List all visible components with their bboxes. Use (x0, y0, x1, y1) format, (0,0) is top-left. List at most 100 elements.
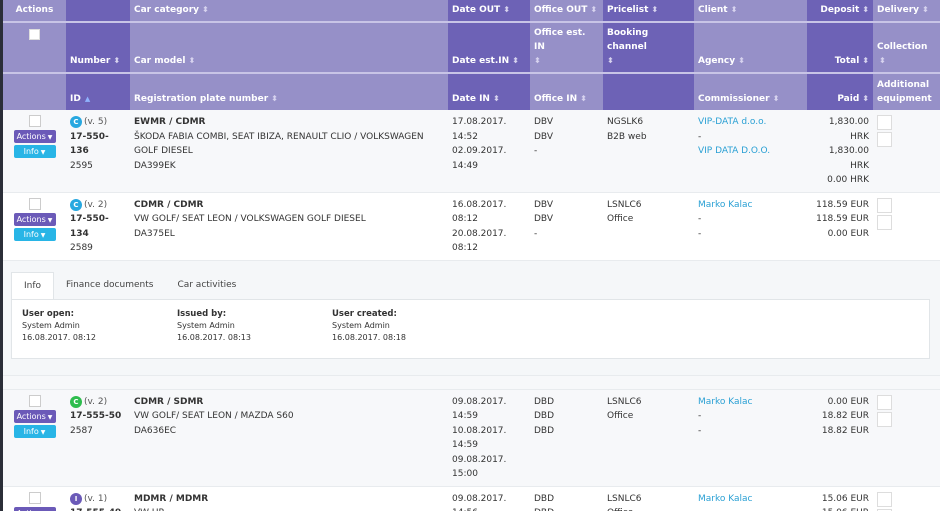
status-badge: C (70, 198, 82, 211)
col-office-in-header[interactable]: Office IN ⬍ (530, 72, 603, 110)
col-total-header[interactable]: Total ⬍ (807, 21, 873, 73)
sort-icon[interactable]: ⬍ (492, 94, 500, 103)
actions-dropdown-button[interactable]: Actions▼ (13, 506, 56, 511)
col-office-est-in-header[interactable]: Office est. IN ⬍ (530, 21, 603, 73)
col-agency-header[interactable]: Agency ⬍ (694, 21, 807, 73)
col-pricelist-header[interactable]: Pricelist ⬍ (603, 0, 694, 22)
table-row[interactable]: Actions ▼ Info ▼ C (v. 2) 17-550-134 2589 C… (3, 192, 940, 261)
col-client-header[interactable]: Client ⬍ (694, 0, 807, 22)
row-checkbox[interactable] (28, 115, 41, 127)
client-cell: Marko Kalac - - (694, 192, 807, 261)
sort-icon[interactable]: ⬍ (772, 94, 780, 103)
agency[interactable]: - (698, 506, 803, 511)
col-car-model-header[interactable]: Car model ⬍ (130, 21, 448, 73)
dates-cell: 17.08.2017. 14:52 02.09.2017. 14:49 (448, 110, 530, 193)
collection-checkbox[interactable] (877, 214, 892, 230)
col-id-header[interactable]: ID ▲ (66, 72, 130, 110)
table-row[interactable]: Actions▼ Info▼ I(v. 1) 17-555-49 2585 MD… (3, 486, 940, 511)
reservation-number[interactable]: 17-550-136 (70, 131, 109, 157)
col-date-in-header[interactable]: Date IN ⬍ (448, 72, 530, 110)
sort-asc-icon[interactable]: ▲ (84, 95, 91, 103)
info-dropdown-button[interactable]: Info ▼ (13, 145, 56, 158)
tab-car-activities[interactable]: Car activities (177, 279, 237, 290)
sort-icon[interactable]: ⬍ (862, 5, 869, 14)
select-all-checkbox[interactable] (29, 29, 40, 40)
sort-icon[interactable]: ⬍ (188, 56, 196, 65)
actions-dropdown-button[interactable]: Actions▼ (13, 212, 56, 226)
tab-info[interactable]: Info (11, 271, 55, 299)
sort-icon[interactable]: ⬍ (271, 94, 278, 103)
col-date-est-in-header[interactable]: Date est.IN ⬍ (448, 21, 530, 73)
sort-icon[interactable]: ⬍ (607, 56, 614, 65)
sort-icon[interactable]: ⬍ (202, 5, 209, 14)
agency[interactable]: - (698, 411, 702, 421)
office-in: DBD (534, 425, 555, 436)
sort-icon[interactable]: ⬍ (503, 5, 510, 14)
row-checkbox[interactable] (28, 491, 41, 504)
col-number-header[interactable]: Number ⬍ (66, 21, 130, 73)
col-delivery-header[interactable]: Delivery ⬍ (873, 0, 940, 22)
commissioner[interactable]: - (698, 425, 702, 436)
car-model: VW GOLF/ SEAT LEON / VOLKSWAGEN GOLF DIE… (134, 214, 366, 224)
sort-icon[interactable]: ⬍ (862, 94, 869, 103)
delivery-checkbox[interactable] (877, 491, 892, 507)
tab-finance-documents[interactable]: Finance documents (66, 279, 154, 290)
col-paid-header[interactable]: Paid ⬍ (807, 72, 873, 110)
reservation-number[interactable]: 17-555-50 (70, 411, 122, 421)
reservation-number[interactable]: 17-550-134 (70, 214, 109, 239)
client-cell: VIP-DATA d.o.o. - VIP DATA D.O.O. (694, 110, 807, 193)
car-cell: CDMR / SDMR VW GOLF/ SEAT LEON / MAZDA S… (130, 389, 448, 487)
col-date-out-header[interactable]: Date OUT ⬍ (448, 0, 530, 22)
reservation-number[interactable]: 17-555-49 (70, 506, 126, 511)
row-checkbox[interactable] (28, 394, 41, 407)
sort-icon[interactable]: ⬍ (534, 56, 541, 65)
sort-icon[interactable]: ⬍ (512, 56, 519, 65)
sort-icon[interactable]: ⬍ (651, 5, 659, 14)
row-checkbox[interactable] (28, 197, 41, 210)
delivery-checkbox[interactable] (877, 394, 892, 410)
sort-icon[interactable]: ⬍ (738, 56, 745, 65)
detail-tabs: Info Finance documents Car activities (11, 271, 932, 299)
client-link[interactable]: Marko Kalac (698, 493, 753, 504)
client-link[interactable]: Marko Kalac (698, 396, 753, 407)
info-dropdown-button[interactable]: Info ▼ (13, 424, 56, 438)
delivery-checkbox[interactable] (877, 115, 892, 130)
office-out: DBV (534, 117, 553, 127)
collection-checkbox[interactable] (877, 508, 892, 511)
sort-icon[interactable]: ⬍ (113, 56, 121, 65)
collection-checkbox[interactable] (877, 132, 892, 147)
commissioner[interactable]: - (698, 228, 702, 239)
col-booking-channel-header[interactable]: Booking channel ⬍ (603, 21, 694, 73)
table-row[interactable]: Actions ▼ Info ▼ C (v. 2) 17-555-50 2587 CD… (3, 389, 940, 487)
sort-icon[interactable]: ⬍ (590, 5, 598, 14)
sort-icon[interactable]: ⬍ (922, 5, 929, 14)
sort-icon[interactable]: ⬍ (730, 5, 738, 14)
booking-channel: Office (607, 506, 690, 511)
office-cell: DBV DBV - (530, 192, 603, 261)
col-commissioner-header[interactable]: Commissioner ⬍ (694, 72, 807, 110)
agency[interactable]: - (698, 131, 702, 142)
issued-by-info: Issued by: System Admin 16.08.2017. 08:1… (177, 308, 251, 342)
delivery-checkbox[interactable] (877, 197, 892, 213)
col-collection-header[interactable]: Collection ⬍ (873, 21, 940, 73)
sort-icon[interactable]: ⬍ (879, 56, 886, 65)
client-link[interactable]: Marko Kalac (698, 199, 753, 210)
collection-checkbox[interactable] (877, 411, 892, 427)
sort-icon[interactable]: ⬍ (580, 94, 587, 103)
commissioner[interactable]: VIP DATA D.O.O. (698, 146, 771, 156)
total: 1,830.00 HRK (828, 146, 869, 171)
col-registration-plate-header[interactable]: Registration plate number ⬍ (130, 72, 448, 110)
number-cell: C (v. 2) 17-550-134 2589 (66, 192, 130, 261)
sort-icon[interactable]: ⬍ (862, 56, 869, 65)
info-dropdown-button[interactable]: Info ▼ (13, 227, 56, 241)
actions-dropdown-button[interactable]: Actions▼ (13, 409, 56, 423)
table-row[interactable]: Actions ▼ Info ▼ C (v. 5) 17-550-136 2595 E… (3, 110, 940, 193)
client-link[interactable]: VIP-DATA d.o.o. (698, 117, 767, 127)
col-car-category-header[interactable]: Car category ⬍ (130, 0, 448, 22)
agency[interactable]: - (698, 214, 702, 224)
actions-dropdown-button[interactable]: Actions▼ (13, 130, 56, 143)
client-cell: Marko Kalac - - (694, 389, 807, 487)
col-deposit-header[interactable]: Deposit ⬍ (807, 0, 873, 22)
col-office-out-header[interactable]: Office OUT ⬍ (530, 0, 603, 22)
